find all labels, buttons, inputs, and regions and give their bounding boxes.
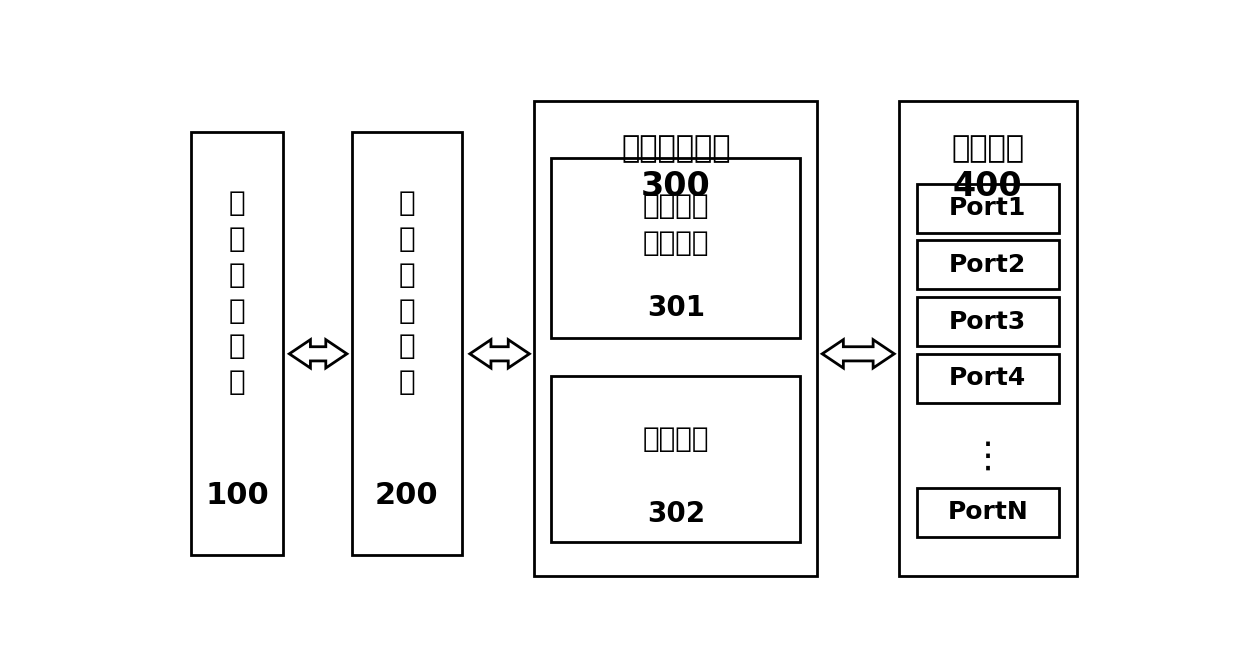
Bar [917, 488, 1059, 537]
Bar [917, 354, 1059, 403]
Text: Port2: Port2 [949, 253, 1026, 277]
Text: 100: 100 [206, 481, 269, 511]
Text: 传输控制单元: 传输控制单元 [621, 134, 731, 163]
Text: 400: 400 [953, 170, 1022, 203]
Polygon shape [470, 340, 529, 368]
Text: 300: 300 [641, 170, 711, 203]
Bar [917, 241, 1059, 289]
Text: 空闲端口
控制单元: 空闲端口 控制单元 [643, 192, 709, 257]
Bar [917, 184, 1059, 232]
Text: Port3: Port3 [949, 310, 1026, 334]
Text: 端口单元: 端口单元 [952, 134, 1025, 163]
Text: 物
理
接
口
单
元: 物 理 接 口 单 元 [229, 190, 245, 396]
Polygon shape [823, 340, 895, 368]
Text: Port1: Port1 [949, 196, 1027, 220]
Text: ⋮: ⋮ [970, 440, 1006, 474]
Text: Port4: Port4 [949, 366, 1026, 391]
Text: PortN: PortN [948, 500, 1028, 525]
Bar [917, 297, 1059, 346]
Bar [551, 377, 800, 543]
Polygon shape [290, 340, 347, 368]
Bar [551, 158, 800, 338]
Bar [191, 132, 282, 555]
Text: 200: 200 [375, 481, 439, 511]
Text: 301: 301 [647, 293, 705, 322]
Bar [900, 101, 1077, 576]
Bar [352, 132, 462, 555]
Text: 存储单元: 存储单元 [643, 425, 709, 454]
Text: 协
议
处
理
单
元: 协 议 处 理 单 元 [399, 190, 415, 396]
Bar [534, 101, 818, 576]
Text: 302: 302 [647, 500, 705, 528]
